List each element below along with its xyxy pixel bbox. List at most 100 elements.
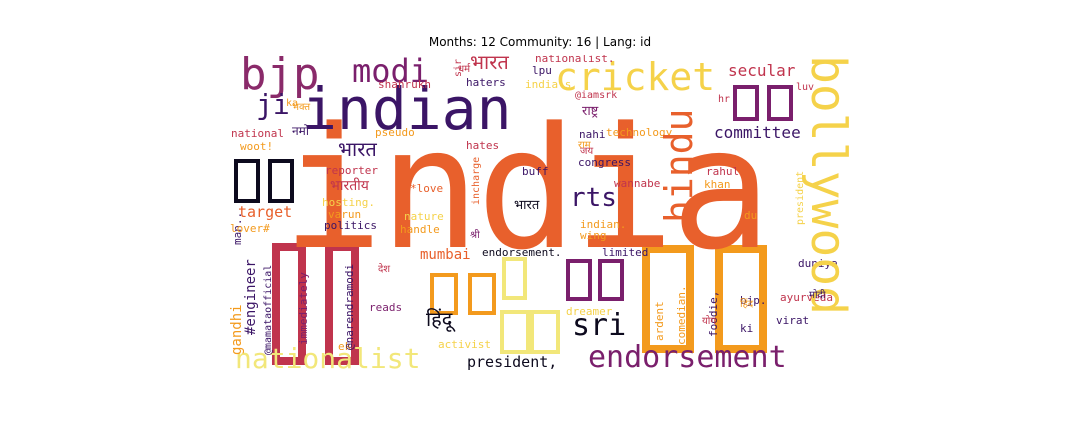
word-endorsement-dot: endorsement. bbox=[482, 246, 562, 259]
word-devanagari-2: हिंदू bbox=[426, 307, 453, 331]
word-devanagari-3: भारत bbox=[338, 137, 377, 161]
word-comedian: comedian. bbox=[675, 285, 688, 345]
word-iamsrk: @iamsrk bbox=[575, 90, 618, 101]
word-devanagari-7: राष्ट्र bbox=[582, 104, 599, 119]
word-indian: indian bbox=[302, 75, 512, 143]
word-devanagari-4: भारतीय bbox=[330, 178, 369, 194]
word-sri: sri bbox=[572, 308, 627, 343]
glyph-box bbox=[767, 85, 793, 121]
word-devanagari-9: श्री bbox=[470, 230, 480, 241]
word-ka: ka bbox=[286, 98, 299, 109]
word-rts: rts bbox=[570, 183, 617, 213]
glyph-box bbox=[234, 159, 260, 203]
word-bjp-dot: bjp. bbox=[740, 294, 767, 307]
glyph-box bbox=[642, 245, 694, 353]
word-devanagari-12: मोदी bbox=[809, 290, 826, 301]
word-committee: committee bbox=[714, 123, 801, 142]
word-haters: haters bbox=[466, 76, 506, 89]
word-virat: virat bbox=[776, 314, 810, 327]
word-luv: luv bbox=[796, 82, 815, 93]
glyph-box bbox=[272, 243, 306, 365]
word-varun: varun bbox=[328, 208, 362, 221]
word-nature: nature bbox=[404, 210, 444, 223]
word-ardent: ardent bbox=[653, 301, 666, 341]
word-devanagari-5: नमो bbox=[292, 124, 309, 138]
word-technology: technology bbox=[606, 126, 673, 139]
word-congress: congress bbox=[578, 156, 631, 169]
word-indias: india's bbox=[525, 78, 572, 91]
word-devanagari-13: योग bbox=[702, 316, 717, 327]
word-ayurveda: ayurveda bbox=[780, 291, 833, 304]
word-pseudo: pseudo bbox=[375, 126, 415, 139]
word-nahi: nahi bbox=[579, 128, 606, 141]
word-bollywood: bollywood bbox=[800, 55, 850, 316]
word-buff: buff bbox=[522, 165, 549, 178]
glyph-box bbox=[430, 273, 458, 315]
word-ek: ek bbox=[338, 340, 352, 353]
word-reads: reads bbox=[369, 301, 403, 314]
word-nationalist: nationalist bbox=[235, 342, 421, 375]
word-president: president bbox=[795, 170, 806, 225]
word-secular: secular bbox=[728, 61, 796, 80]
word-mumbai: mumbai bbox=[420, 247, 471, 263]
word-foodie: foodie, bbox=[707, 290, 720, 337]
word-hr: hr bbox=[718, 94, 731, 105]
word-devanagari-8: जय bbox=[580, 146, 594, 157]
cloud-title: Months: 12 Community: 16 | Lang: id bbox=[428, 35, 652, 49]
word-lpu: lpu bbox=[532, 64, 552, 77]
word-rahul: rahul bbox=[706, 165, 740, 178]
word-wannabe: wannabe bbox=[614, 177, 661, 190]
word-gandhi: gandhi bbox=[230, 304, 245, 355]
word-activist: activist bbox=[438, 338, 491, 351]
word-dreamer: dreamer bbox=[566, 305, 613, 318]
word-president-comma: president, bbox=[467, 353, 558, 371]
word-devanagari-11: हिंद bbox=[740, 299, 754, 310]
word-wing: wing bbox=[580, 229, 607, 242]
word-handle: handle bbox=[400, 223, 440, 236]
word-devanagari-1: भारत bbox=[470, 55, 509, 74]
word-bjp: bjp bbox=[240, 55, 320, 100]
word-nationalist-dot: nationalist. bbox=[535, 55, 615, 65]
word-hosting: hosting. bbox=[322, 196, 375, 209]
word-incharge: incharge bbox=[471, 156, 482, 205]
word-du: du bbox=[744, 209, 758, 222]
glyph-box bbox=[733, 85, 759, 121]
word-shahrukh: shahrukh bbox=[378, 78, 431, 91]
word-devanagari-16: भक्त bbox=[292, 102, 311, 113]
word-lover: lover# bbox=[230, 222, 270, 235]
glyph-box bbox=[502, 257, 527, 300]
word-mamataofficial: @mamataofficial bbox=[263, 264, 274, 355]
glyph-box bbox=[500, 310, 530, 354]
glyph-box bbox=[468, 273, 496, 315]
word-target: target bbox=[238, 203, 293, 221]
word-khan: khan bbox=[704, 178, 731, 191]
glyph-box bbox=[566, 259, 592, 301]
word-love: *love bbox=[410, 182, 444, 195]
word-ji: ji bbox=[256, 88, 290, 121]
word-woot: woot! bbox=[240, 140, 274, 153]
word-india: india bbox=[282, 91, 772, 287]
word-devanagari-15: राम bbox=[578, 140, 591, 151]
word-limited: limited bbox=[602, 246, 649, 259]
word-reporter: reporter bbox=[325, 164, 378, 177]
word-devanagari-6: भारत bbox=[514, 198, 540, 213]
word-devanagari-17: धर्म bbox=[458, 64, 471, 75]
word-national: national bbox=[231, 127, 284, 140]
glyph-box bbox=[715, 245, 767, 353]
glyph-box bbox=[598, 259, 624, 301]
word-immediately: immediately bbox=[297, 272, 310, 345]
word-endorsement: endorsement bbox=[588, 340, 787, 375]
word-cloud: india indian bjp modi cricket ji secular… bbox=[230, 55, 850, 375]
word-politics: politics bbox=[324, 219, 377, 232]
glyph-box bbox=[530, 310, 560, 354]
word-hates: hates bbox=[466, 139, 500, 152]
word-indian-dot: indian. bbox=[580, 218, 627, 231]
word-ki: ki bbox=[740, 322, 754, 335]
word-duniya: duniya bbox=[798, 257, 838, 270]
word-modi: modi bbox=[352, 55, 430, 90]
word-hindu: hindu bbox=[657, 108, 701, 223]
word-engineer: #engineer bbox=[243, 259, 259, 335]
word-cricket: cricket bbox=[555, 55, 716, 99]
glyph-box bbox=[325, 243, 359, 365]
word-devanagari-10: देश bbox=[378, 264, 391, 275]
